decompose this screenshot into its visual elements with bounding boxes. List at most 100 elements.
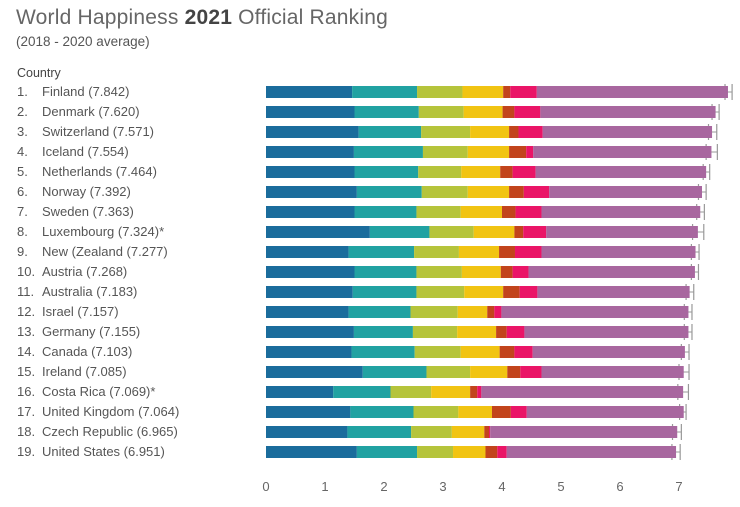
rank-number: 10. bbox=[17, 264, 36, 279]
country-name: Costa Rica (7.069)* bbox=[42, 384, 156, 399]
country-label: 12. Israel (7.157) bbox=[17, 304, 119, 319]
bar-segment-7 bbox=[481, 386, 684, 398]
bar-segment-4 bbox=[464, 286, 504, 298]
bar-segment-5 bbox=[509, 146, 527, 158]
column-header-country: Country bbox=[17, 66, 61, 80]
bar-segment-1 bbox=[266, 346, 352, 358]
country-name: Canada (7.103) bbox=[42, 344, 133, 359]
country-label: 7. Sweden (7.363) bbox=[17, 204, 134, 219]
country-label: 18. Czech Republic (6.965) bbox=[17, 424, 178, 439]
bar-segment-1 bbox=[266, 386, 334, 398]
bar-segment-6 bbox=[494, 306, 502, 318]
bar-segment-2 bbox=[347, 426, 412, 438]
bar-segment-4 bbox=[462, 86, 504, 98]
bar-segment-5 bbox=[502, 206, 516, 218]
bar-segment-5 bbox=[496, 326, 507, 338]
country-label: 4. Iceland (7.554) bbox=[17, 144, 129, 159]
bar-segment-7 bbox=[546, 226, 698, 238]
rank-number: 1. bbox=[17, 84, 28, 99]
bar-segment-5 bbox=[499, 346, 515, 358]
bar-segment-5 bbox=[507, 366, 521, 378]
bar-segment-6 bbox=[514, 246, 542, 258]
rank-number: 8. bbox=[17, 224, 28, 239]
country-name: Netherlands (7.464) bbox=[42, 164, 157, 179]
bar-segment-6 bbox=[514, 106, 541, 118]
bar-segment-7 bbox=[541, 206, 701, 218]
rank-number: 5. bbox=[17, 164, 28, 179]
x-tick-label: 7 bbox=[675, 479, 682, 494]
bar-segment-2 bbox=[333, 386, 391, 398]
country-name: Denmark (7.620) bbox=[42, 104, 140, 119]
bar-segment-1 bbox=[266, 366, 363, 378]
bar-segment-6 bbox=[523, 226, 547, 238]
bar-segment-7 bbox=[501, 306, 689, 318]
bar-segment-7 bbox=[541, 246, 696, 258]
bar-segment-6 bbox=[506, 326, 525, 338]
bar-segment-1 bbox=[266, 126, 359, 138]
bar-segment-2 bbox=[369, 226, 430, 238]
bar-segment-1 bbox=[266, 146, 354, 158]
x-tick-label: 3 bbox=[439, 479, 446, 494]
country-label: 6. Norway (7.392) bbox=[17, 184, 131, 199]
bar-segment-3 bbox=[416, 266, 462, 278]
rank-number: 17. bbox=[17, 404, 36, 419]
bar-segment-1 bbox=[266, 246, 349, 258]
bar-segment-2 bbox=[348, 246, 415, 258]
bar-segment-2 bbox=[354, 106, 419, 118]
bar-segment-7 bbox=[541, 366, 684, 378]
bar-segment-7 bbox=[542, 126, 713, 138]
country-label: 10. Austria (7.268) bbox=[17, 264, 127, 279]
rank-number: 13. bbox=[17, 324, 36, 339]
country-name: Sweden (7.363) bbox=[42, 204, 134, 219]
rank-number: 19. bbox=[17, 444, 36, 459]
bar-segment-7 bbox=[506, 446, 677, 458]
title-suffix: Official Ranking bbox=[232, 6, 389, 29]
bar-segment-3 bbox=[421, 126, 471, 138]
title-prefix: World Happiness bbox=[16, 6, 185, 29]
bar-segment-1 bbox=[266, 286, 353, 298]
bar-segment-5 bbox=[499, 246, 515, 258]
country-name: Ireland (7.085) bbox=[42, 364, 127, 379]
bar-segment-7 bbox=[528, 266, 695, 278]
bar-segment-2 bbox=[353, 326, 413, 338]
page-title: World Happiness 2021 Official Ranking bbox=[16, 6, 388, 30]
bar-segment-3 bbox=[426, 366, 471, 378]
bar-segment-4 bbox=[461, 166, 501, 178]
bar-segment-7 bbox=[537, 286, 690, 298]
bar-segment-5 bbox=[491, 406, 511, 418]
bar-segment-4 bbox=[457, 306, 488, 318]
bar-segment-1 bbox=[266, 326, 354, 338]
bar-segment-3 bbox=[422, 146, 468, 158]
bar-segment-6 bbox=[514, 346, 533, 358]
bar-segment-7 bbox=[535, 166, 707, 178]
country-label: 15. Ireland (7.085) bbox=[17, 364, 127, 379]
rank-number: 2. bbox=[17, 104, 28, 119]
bar-segment-2 bbox=[350, 406, 414, 418]
bar-segment-3 bbox=[390, 386, 432, 398]
rank-number: 3. bbox=[17, 124, 28, 139]
bar-segment-3 bbox=[416, 206, 461, 218]
country-label: 1. Finland (7.842) bbox=[17, 84, 129, 99]
bar-segment-6 bbox=[526, 146, 534, 158]
bar-segment-4 bbox=[467, 146, 510, 158]
bar-segment-4 bbox=[458, 406, 492, 418]
bar-segment-3 bbox=[414, 246, 459, 258]
bar-segment-2 bbox=[354, 166, 419, 178]
rank-number: 9. bbox=[17, 244, 28, 259]
bar-segment-5 bbox=[503, 286, 520, 298]
country-label: 2. Denmark (7.620) bbox=[17, 104, 140, 119]
bar-segment-5 bbox=[470, 386, 478, 398]
rank-number: 15. bbox=[17, 364, 36, 379]
country-label: 17. United Kingdom (7.064) bbox=[17, 404, 179, 419]
bar-segment-5 bbox=[500, 166, 513, 178]
country-label: 11. Australia (7.183) bbox=[17, 284, 137, 299]
bar-segment-6 bbox=[518, 126, 543, 138]
bar-segment-1 bbox=[266, 226, 370, 238]
bar-segment-6 bbox=[523, 186, 550, 198]
country-label: 13. Germany (7.155) bbox=[17, 324, 140, 339]
bar-segment-4 bbox=[451, 426, 485, 438]
rank-number: 12. bbox=[17, 304, 36, 319]
country-name: Israel (7.157) bbox=[42, 304, 119, 319]
bar-segment-3 bbox=[414, 346, 461, 358]
